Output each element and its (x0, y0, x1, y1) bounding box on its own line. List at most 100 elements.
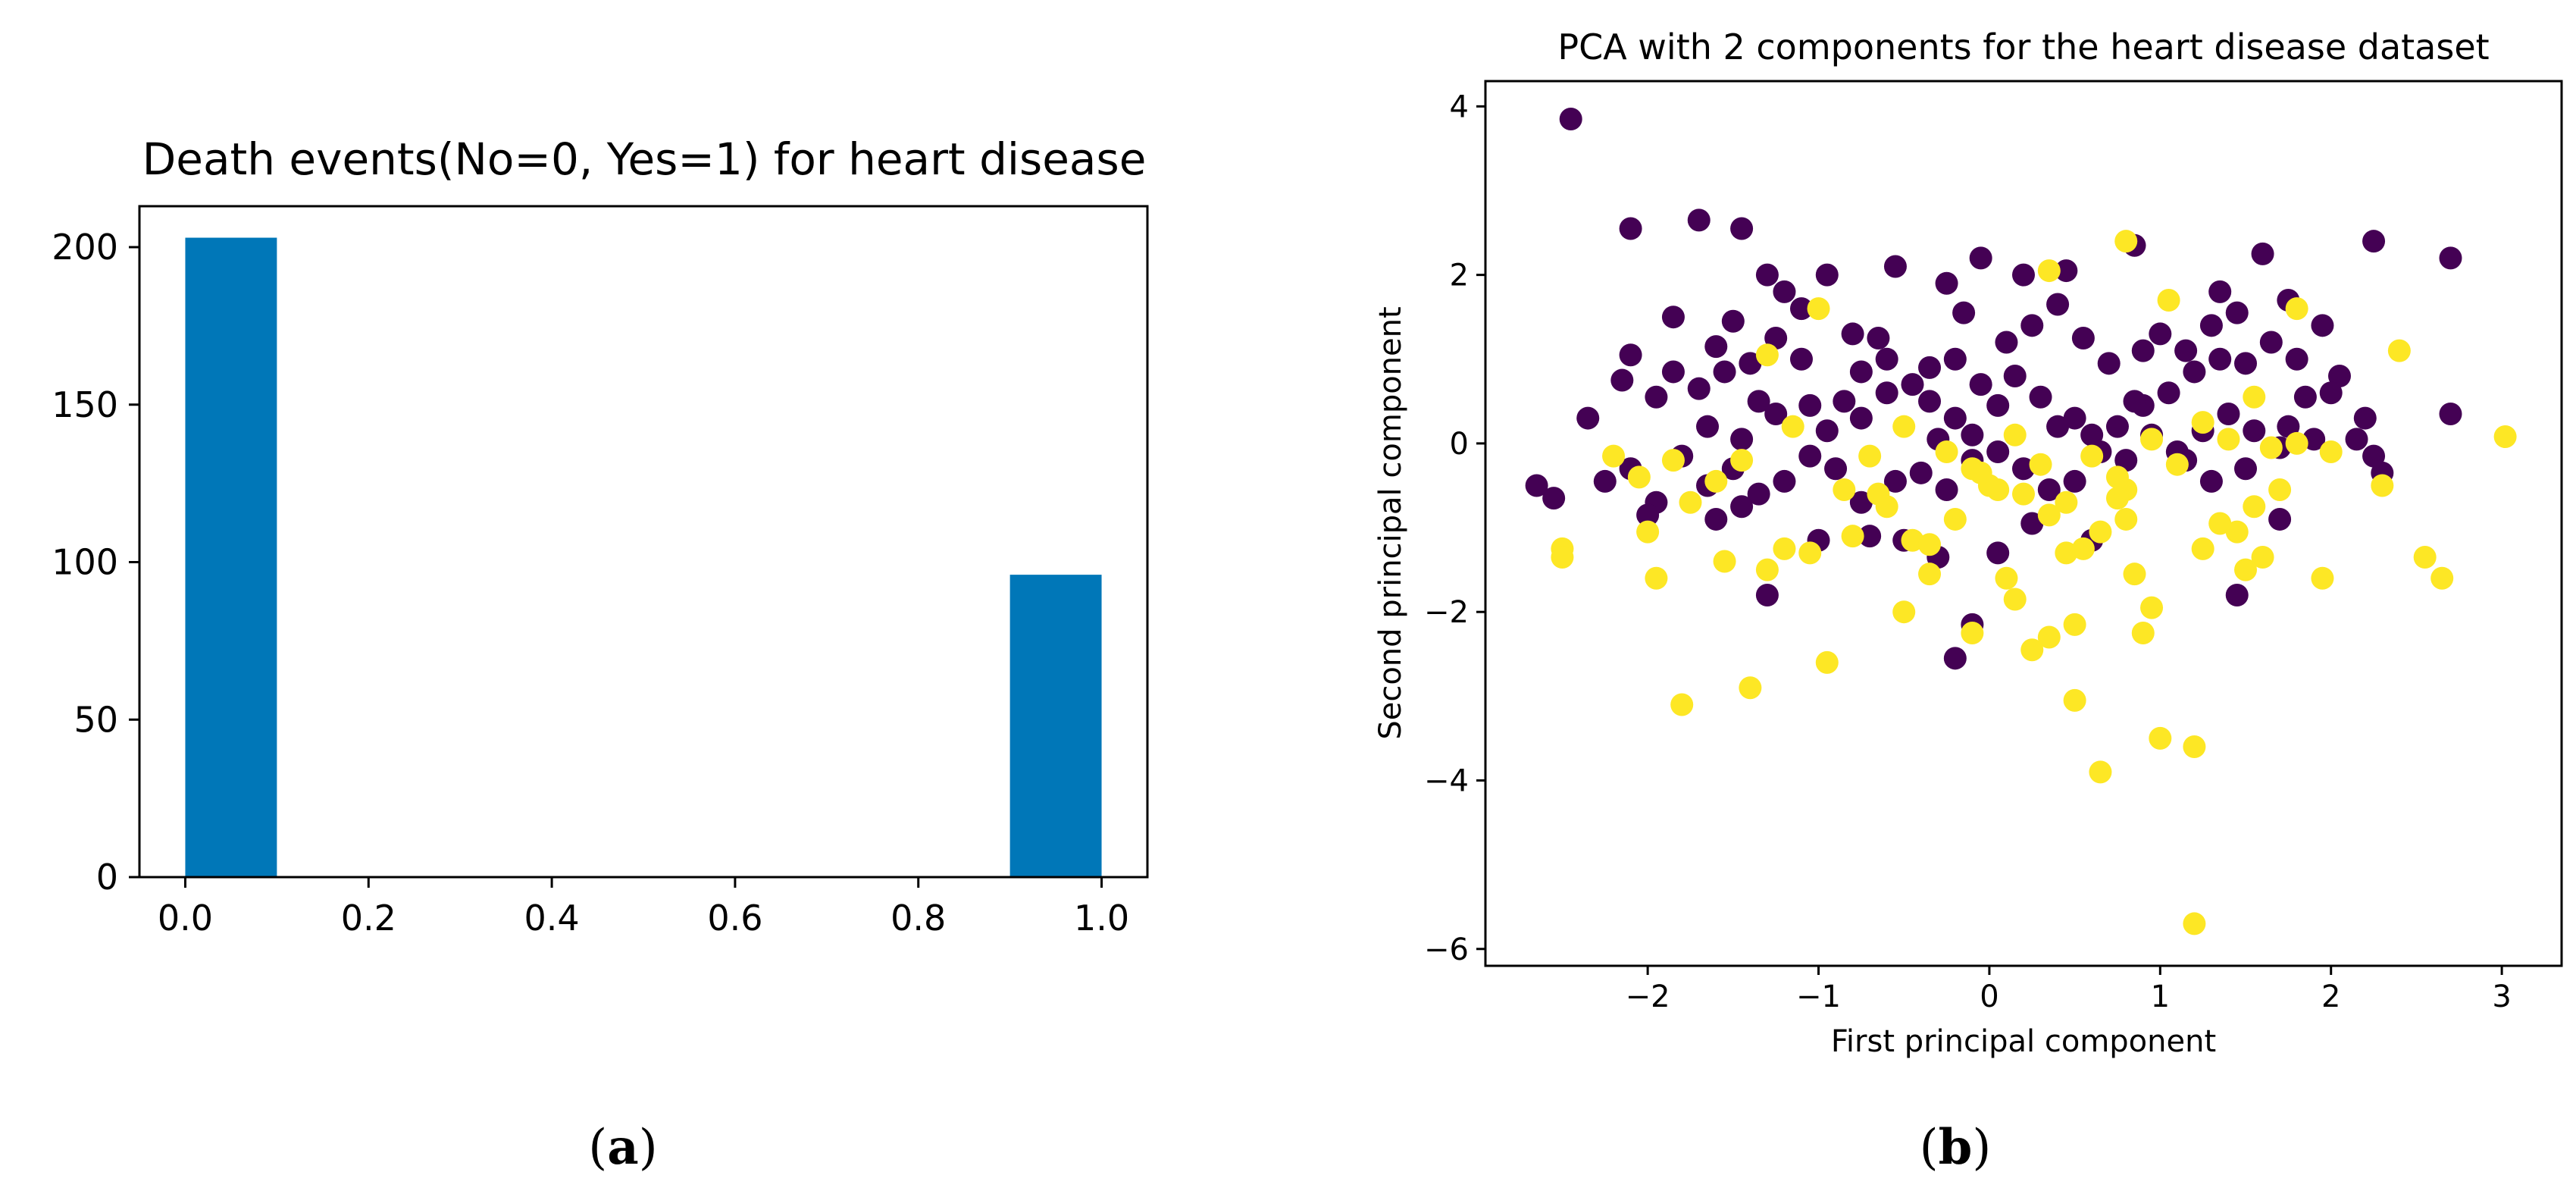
scatter-point-class-0 (2208, 347, 2232, 371)
scatter-point-class-1 (2003, 588, 2027, 611)
scatter-point-class-0 (2234, 457, 2258, 481)
scatter-point-class-1 (1755, 558, 1779, 581)
scatter-point-class-0 (1773, 469, 1796, 493)
scatter-point-class-0 (2114, 449, 2138, 472)
scatter-point-class-1 (1892, 600, 1916, 624)
scatter-point-class-0 (2439, 246, 2462, 270)
scatter-point-class-1 (2020, 638, 2044, 662)
scatter-point-class-0 (2302, 428, 2326, 451)
scatter-point-class-0 (1755, 583, 1779, 606)
scatter-point-class-1 (1995, 566, 2018, 590)
scatter-point-class-0 (1901, 373, 1924, 396)
scatter-point-class-0 (1747, 390, 1770, 413)
scatter-point-class-0 (1739, 352, 1762, 375)
panel-b-scatter: PCA with 2 components for the heart dise… (1373, 27, 2563, 1176)
scatter-point-class-1 (2251, 545, 2274, 569)
scatter-point-class-0 (1961, 423, 1984, 447)
scatter-point-class-1 (2165, 453, 2189, 476)
panel-a-x-ticks: 0.0 0.2 0.4 0.6 0.8 1.0 (158, 877, 1129, 939)
scatter-point-class-1 (2140, 596, 2164, 619)
scatter-point-class-1 (1961, 621, 1984, 644)
scatter-point-class-0 (2029, 385, 2052, 409)
panel-b-x-tick-label: −1 (1796, 979, 1841, 1014)
panel-b-y-tick-label: 4 (1450, 89, 1469, 124)
scatter-point-class-1 (2430, 566, 2454, 590)
scatter-point-class-0 (1764, 403, 1788, 426)
scatter-point-class-1 (2012, 482, 2035, 506)
scatter-point-class-1 (1935, 440, 1958, 464)
scatter-point-class-1 (1807, 297, 1830, 321)
scatter-point-class-0 (2259, 331, 2283, 354)
scatter-point-class-0 (1661, 306, 1685, 329)
scatter-point-class-1 (1679, 490, 1702, 514)
panel-a-axes-frame (138, 205, 1149, 879)
scatter-point-class-0 (1943, 347, 1967, 371)
panel-a-y-tick-label: 200 (52, 227, 118, 268)
scatter-point-class-0 (1798, 393, 1822, 417)
scatter-point-class-0 (2208, 280, 2232, 303)
scatter-point-class-0 (1789, 347, 1813, 371)
panel-b-y-tick-label: 0 (1450, 427, 1469, 462)
panel-a-title: Death events(No=0, Yes=1) for heart dise… (142, 133, 1147, 185)
scatter-point-class-1 (2063, 688, 2086, 712)
panel-b-y-ticks: −6 −4 −2 0 2 4 (1424, 89, 1485, 967)
scatter-point-class-0 (2055, 259, 2078, 283)
scatter-point-class-0 (2123, 390, 2146, 413)
scatter-point-class-1 (1918, 563, 1942, 586)
scatter-point-class-1 (2105, 487, 2129, 510)
scatter-point-class-0 (2199, 469, 2223, 493)
scatter-point-class-0 (1525, 474, 1548, 497)
scatter-point-class-0 (2345, 428, 2368, 451)
scatter-point-class-0 (1687, 377, 1711, 400)
panel-a-y-ticks: 0 50 100 150 200 (52, 227, 139, 898)
scatter-point-class-0 (1755, 263, 1779, 287)
scatter-point-class-0 (2105, 415, 2129, 438)
scatter-point-class-1 (2387, 339, 2411, 362)
scatter-point-class-1 (1755, 343, 1779, 367)
scatter-point-class-0 (1764, 326, 1788, 349)
panel-b-x-tick-label: 0 (1980, 979, 1999, 1014)
scatter-point-class-0 (1619, 217, 1642, 240)
scatter-point-class-1 (2123, 563, 2146, 586)
scatter-point-class-0 (2225, 301, 2249, 324)
scatter-point-class-1 (1875, 495, 1898, 519)
scatter-point-class-1 (1918, 533, 1942, 556)
scatter-point-class-1 (2243, 495, 2266, 519)
scatter-point-class-1 (1781, 415, 1804, 438)
scatter-point-class-1 (2105, 465, 2129, 489)
scatter-point-class-1 (2089, 520, 2112, 544)
scatter-point-class-0 (1593, 469, 1617, 493)
scatter-point-class-0 (1773, 280, 1796, 303)
scatter-point-class-0 (1645, 385, 1668, 409)
scatter-point-class-0 (1687, 208, 1711, 232)
scatter-point-class-1 (2131, 621, 2155, 644)
scatter-point-class-1 (1730, 449, 1754, 472)
scatter-point-class-1 (2493, 425, 2517, 449)
scatter-point-class-0 (1952, 301, 1976, 324)
scatter-point-class-0 (1747, 482, 1770, 506)
scatter-point-class-1 (2285, 431, 2308, 455)
scatter-point-class-1 (2191, 537, 2214, 560)
scatter-point-class-0 (2183, 360, 2206, 384)
panel-b-x-tick-label: −2 (1626, 979, 1670, 1014)
scatter-point-class-0 (1696, 415, 1720, 438)
scatter-point-class-1 (1969, 461, 1992, 484)
scatter-point-class-0 (1559, 108, 1582, 131)
scatter-point-class-0 (1943, 647, 1967, 670)
scatter-point-class-1 (2371, 474, 2394, 497)
scatter-point-class-0 (1935, 271, 1958, 295)
scatter-point-class-0 (2080, 423, 2104, 447)
scatter-point-class-1 (2063, 613, 2086, 636)
panel-a-x-tick-label: 0.8 (890, 898, 946, 939)
panel-b-axes-frame (1484, 80, 2563, 967)
scatter-point-class-0 (2149, 322, 2172, 346)
scatter-point-class-1 (1841, 525, 1864, 548)
scatter-point-class-1 (2285, 297, 2308, 321)
histogram-bar-0 (185, 237, 277, 877)
scatter-point-class-1 (2311, 566, 2334, 590)
scatter-point-class-1 (2140, 428, 2164, 451)
panel-a-x-tick-label: 0.6 (707, 898, 762, 939)
scatter-point-class-1 (2114, 230, 2138, 253)
panel-a-caption: (a) (588, 1119, 657, 1176)
